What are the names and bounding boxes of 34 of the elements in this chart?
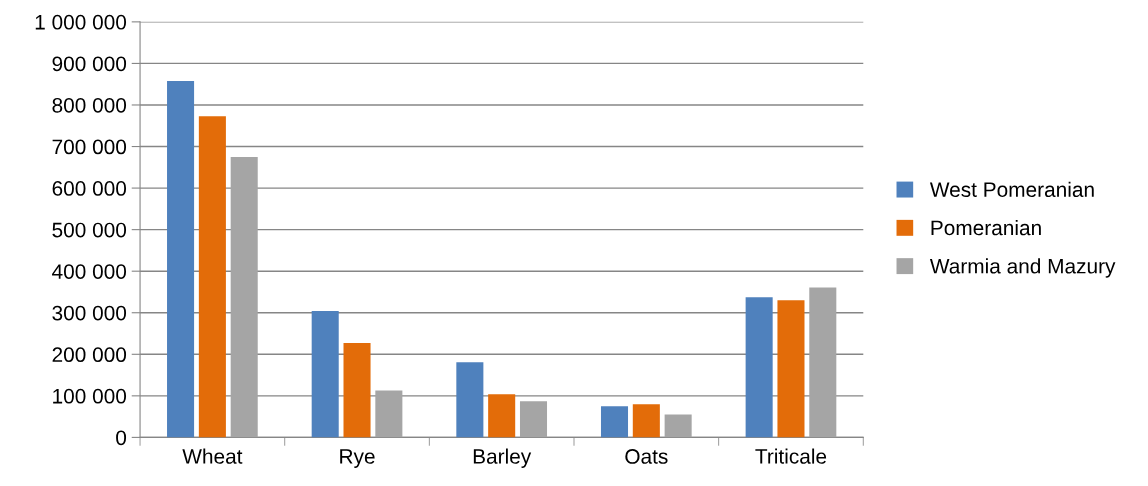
bar — [198, 116, 226, 438]
y-tick-label: 700 000 — [52, 139, 127, 155]
bar — [311, 311, 339, 438]
bar — [230, 156, 258, 438]
y-tick-label: 500 000 — [52, 222, 127, 238]
x-tick-label: Barley — [473, 448, 532, 468]
legend-label: Warmia and Mazury — [929, 258, 1116, 278]
bar — [375, 390, 403, 438]
legend-label: Pomeranian — [931, 219, 1041, 236]
legend-label: West Pomeranian — [929, 181, 1094, 197]
bar — [632, 404, 660, 438]
x-tick-label: Oats — [625, 449, 668, 464]
y-tick-label: 800 000 — [52, 97, 127, 113]
bar — [343, 343, 371, 438]
bar — [745, 297, 773, 438]
bar — [777, 300, 805, 438]
y-tick-label: 900 000 — [52, 56, 127, 72]
y-tick-label: 0 — [116, 430, 127, 446]
y-tick-label: 600 000 — [52, 181, 127, 196]
bar — [600, 406, 629, 438]
bar — [167, 80, 195, 438]
x-tick-label: Triticale — [755, 448, 827, 464]
y-tick-label: 1 000 000 — [35, 14, 127, 30]
bar — [809, 287, 837, 438]
y-tick-label: 400 000 — [52, 264, 127, 279]
bar — [664, 414, 692, 438]
bar — [519, 401, 548, 438]
y-tick-label: 100 000 — [53, 388, 127, 404]
x-tick-label: Wheat — [182, 448, 243, 464]
bar — [456, 362, 484, 438]
y-tick-label: 300 000 — [52, 305, 127, 321]
y-tick-label: 200 000 — [52, 347, 127, 363]
bar — [488, 394, 516, 438]
x-tick-label: Rye — [340, 449, 375, 468]
